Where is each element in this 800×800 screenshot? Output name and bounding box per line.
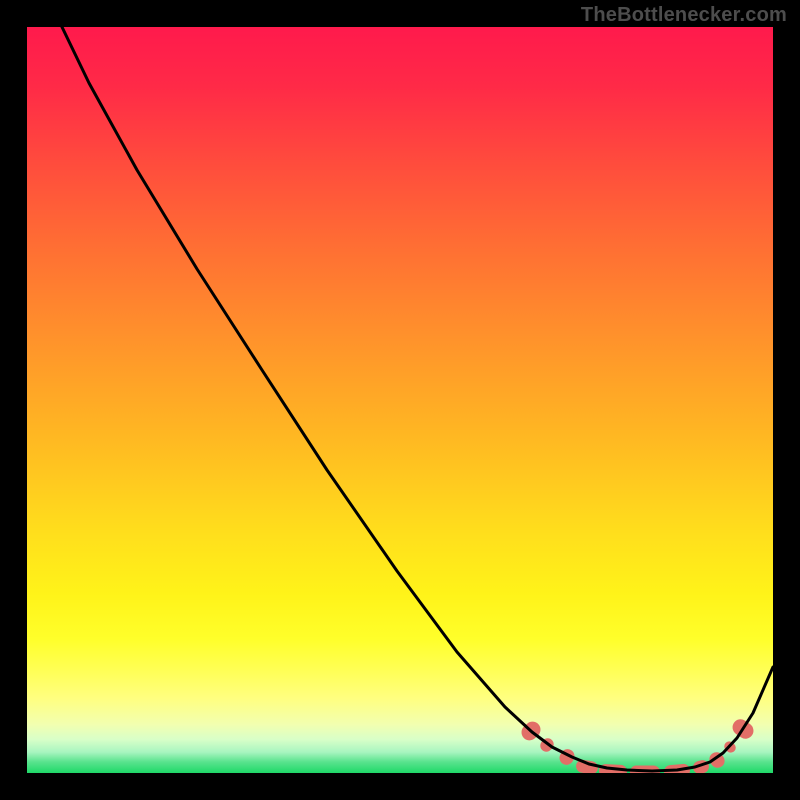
watermark-text: TheBottlenecker.com <box>581 4 787 27</box>
plot-svg <box>27 27 773 773</box>
plot-area <box>27 27 773 773</box>
gradient-background <box>27 27 773 773</box>
